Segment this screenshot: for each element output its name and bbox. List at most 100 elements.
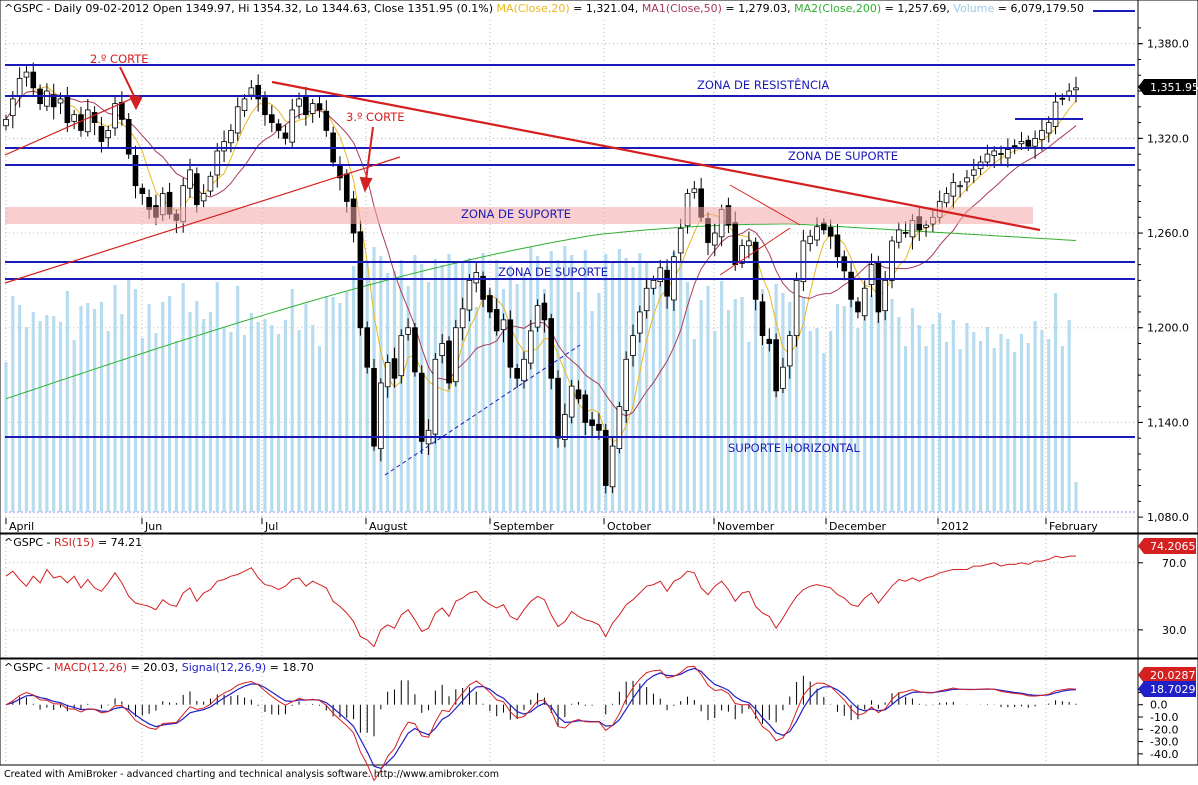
macd-header-signal-label: Signal(12,26,9) bbox=[182, 661, 266, 674]
candle-body bbox=[1018, 141, 1025, 145]
volume-bar bbox=[72, 340, 76, 512]
candle bbox=[957, 180, 963, 198]
volume-bar bbox=[283, 320, 288, 512]
volume-bar bbox=[79, 306, 83, 512]
volume-bar bbox=[426, 282, 431, 512]
candle bbox=[896, 222, 902, 249]
candle bbox=[3, 114, 9, 131]
candle-body bbox=[786, 335, 793, 367]
macd-tick-label: -30.0 bbox=[1150, 736, 1178, 749]
candle bbox=[630, 324, 636, 367]
candle-body bbox=[268, 114, 275, 123]
candle-body bbox=[746, 240, 752, 247]
candle-body bbox=[207, 175, 214, 192]
candle-body bbox=[343, 173, 350, 202]
candle bbox=[221, 130, 227, 163]
candle bbox=[841, 250, 848, 281]
volume-bar bbox=[890, 299, 894, 512]
candle-body bbox=[459, 308, 466, 329]
candle-body bbox=[316, 103, 323, 111]
support-zone-label-1: ZONA DE SUPORTE bbox=[788, 149, 898, 163]
signal-last-box: 18.7029 bbox=[1138, 681, 1196, 697]
candle-body bbox=[1032, 137, 1038, 147]
volume-bar bbox=[597, 293, 601, 512]
downtrend-line bbox=[271, 80, 1041, 232]
candle-body bbox=[637, 311, 643, 334]
volume-bar bbox=[856, 328, 860, 512]
volume-bar bbox=[754, 280, 758, 512]
candle bbox=[780, 357, 786, 394]
volume-bar bbox=[270, 325, 274, 512]
month-label: November bbox=[717, 520, 775, 533]
volume-bar bbox=[45, 315, 49, 512]
month-label: Jul bbox=[264, 520, 278, 533]
volume-bar bbox=[992, 348, 996, 512]
volume-bar bbox=[515, 284, 519, 512]
candle-body bbox=[875, 261, 882, 313]
candle-body bbox=[289, 109, 296, 143]
candle bbox=[1039, 119, 1045, 151]
volume-bar bbox=[242, 335, 247, 512]
volume-bar bbox=[733, 299, 737, 512]
macd-last-value: 20.0287 bbox=[1150, 669, 1196, 682]
candle bbox=[316, 95, 323, 118]
volume-bar bbox=[978, 341, 983, 512]
candle-body bbox=[970, 169, 977, 176]
candle-body bbox=[609, 445, 616, 488]
volume-bar bbox=[1060, 346, 1064, 512]
month-label: February bbox=[1049, 520, 1098, 533]
volume-bar bbox=[590, 311, 594, 512]
volume-bar bbox=[351, 266, 356, 512]
volume-bar bbox=[1053, 293, 1058, 512]
volume-bar bbox=[1006, 339, 1010, 512]
candle bbox=[589, 412, 595, 437]
candle bbox=[766, 328, 773, 352]
month-label: 2012 bbox=[941, 520, 969, 533]
candle bbox=[1032, 130, 1038, 159]
candle bbox=[330, 126, 336, 167]
candle-body bbox=[562, 414, 568, 440]
month-label: October bbox=[607, 520, 651, 533]
volume-bar bbox=[317, 346, 322, 512]
price-axis: 1,380.0 1,320.0 1,260.0 1,200.0 1,140.0 1,080… bbox=[1138, 27, 1189, 524]
candle-body bbox=[1052, 101, 1059, 127]
volume-bar bbox=[842, 306, 846, 512]
candle-body bbox=[221, 141, 227, 152]
volume-bar bbox=[610, 263, 615, 512]
candle bbox=[623, 351, 629, 424]
macd-tick-label: -20.0 bbox=[1150, 723, 1178, 736]
candle-body bbox=[364, 327, 371, 368]
volume-bar bbox=[944, 342, 949, 512]
candle bbox=[827, 219, 834, 249]
candle bbox=[834, 223, 841, 268]
candle-body bbox=[548, 318, 555, 379]
volume-bar bbox=[181, 283, 185, 512]
candle-body bbox=[568, 385, 575, 418]
volume-bar bbox=[760, 289, 765, 512]
candle bbox=[773, 333, 779, 398]
candle bbox=[105, 125, 112, 148]
candle bbox=[500, 313, 507, 343]
second-cut-arrowhead bbox=[128, 94, 143, 111]
candle bbox=[439, 334, 445, 364]
candle-body bbox=[200, 193, 207, 202]
candle-body bbox=[616, 406, 623, 450]
volume-bar bbox=[958, 349, 962, 512]
candle-body bbox=[98, 125, 105, 142]
candle-body bbox=[418, 372, 425, 442]
rsi-last-value: 74.2065 bbox=[1150, 540, 1196, 553]
candle bbox=[521, 351, 527, 389]
candle bbox=[964, 169, 970, 192]
volume-bar bbox=[461, 261, 465, 512]
volume-bar bbox=[638, 253, 642, 512]
volume-bar bbox=[58, 322, 63, 512]
candle-body bbox=[50, 94, 57, 108]
rsi-tick-label: 30.0 bbox=[1162, 624, 1187, 637]
candle-body bbox=[64, 95, 71, 123]
third-cut-label: 3.º CORTE bbox=[346, 110, 405, 124]
volume-bar bbox=[1067, 320, 1071, 512]
candle-body bbox=[91, 112, 98, 123]
candle bbox=[759, 293, 766, 346]
candle-body bbox=[432, 358, 439, 435]
